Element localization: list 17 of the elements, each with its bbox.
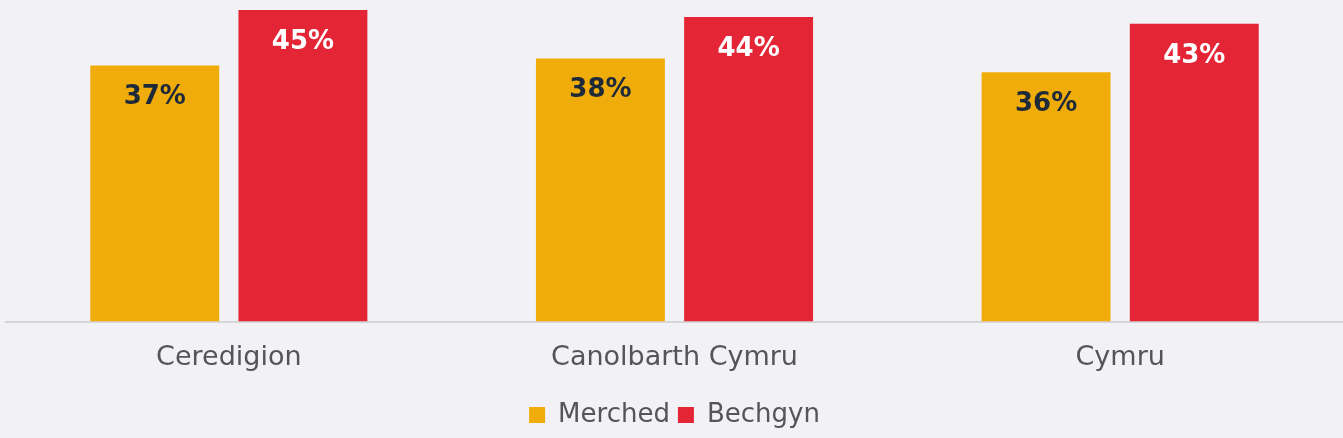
- data-label: 43%: [1163, 38, 1226, 69]
- legend-label: Merched: [558, 397, 670, 428]
- data-label: 37%: [123, 80, 186, 111]
- bar: [238, 10, 368, 322]
- x-tick-label: Cymru: [1075, 339, 1165, 371]
- bar: [535, 58, 665, 322]
- data-label: 45%: [271, 24, 335, 55]
- x-tick-label: Canolbarth Cymru: [551, 339, 798, 371]
- bar: [90, 65, 220, 322]
- data-label: 36%: [1014, 87, 1078, 118]
- bar: [981, 72, 1111, 322]
- bar: [684, 16, 814, 322]
- data-label: 44%: [717, 31, 780, 62]
- legend-label: Bechgyn: [706, 397, 820, 428]
- x-tick-label: Ceredigion: [156, 339, 302, 371]
- bar: [1129, 23, 1259, 322]
- data-label: 38%: [569, 73, 632, 104]
